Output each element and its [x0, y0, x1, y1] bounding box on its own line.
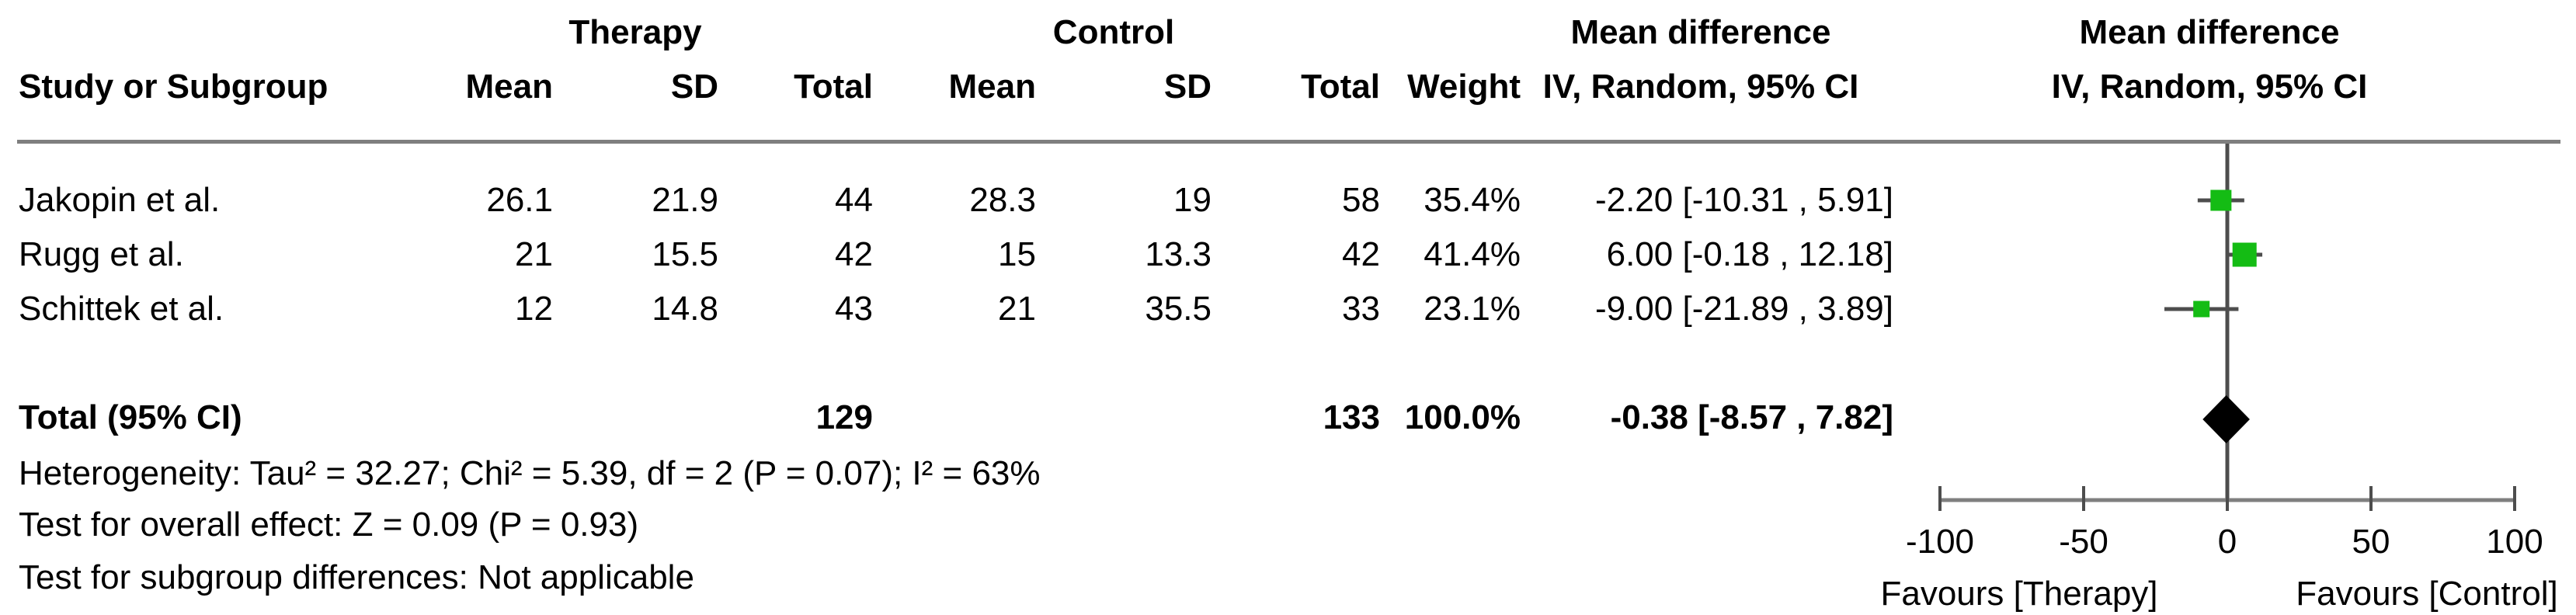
weight-value: 23.1%: [1424, 290, 1521, 328]
study-point-square: [2210, 189, 2232, 211]
axis-tick-label: -50: [2059, 523, 2108, 561]
col-header-control-sd: SD: [1163, 68, 1212, 106]
ci-value: -9.00 [-21.89 , 3.89]: [1594, 290, 1893, 328]
ci-value: -2.20 [-10.31 , 5.91]: [1594, 181, 1893, 219]
overall-effect-note: Test for overall effect: Z = 0.09 (P = 0…: [19, 506, 639, 544]
therapy-total: 42: [835, 235, 873, 273]
total-therapy-total: 129: [815, 398, 873, 436]
pooled-diamond: [2202, 395, 2250, 443]
col-header-therapy-total: Total: [794, 68, 873, 106]
col-header-study: Study or Subgroup: [19, 68, 329, 106]
therapy-total: 43: [835, 290, 873, 328]
control-total: 58: [1342, 181, 1380, 219]
total-weight: 100.0%: [1404, 398, 1521, 436]
weight-value: 35.4%: [1424, 181, 1521, 219]
total-control-total: 133: [1323, 398, 1380, 436]
total-label: Total (95% CI): [19, 398, 242, 436]
col-header-control-total: Total: [1301, 68, 1380, 106]
group-header-therapy: Therapy: [568, 13, 702, 51]
col-header-therapy-mean: Mean: [465, 68, 553, 106]
axis-tick-label: 0: [2218, 523, 2237, 561]
control-sd: 13.3: [1145, 235, 1212, 273]
therapy-sd: 14.8: [652, 290, 718, 328]
col-header-control-mean: Mean: [948, 68, 1036, 106]
control-total: 33: [1342, 290, 1380, 328]
favours-left-label: Favours [Therapy]: [1880, 575, 2157, 613]
ci-value: 6.00 [-0.18 , 12.18]: [1606, 235, 1893, 273]
col-header-weight: Weight: [1407, 68, 1521, 106]
axis-tick-label: 100: [2486, 523, 2543, 561]
control-mean: 28.3: [969, 181, 1036, 219]
study-name: Jakopin et al.: [19, 181, 221, 219]
therapy-mean: 21: [515, 235, 553, 273]
study-name: Schittek et al.: [19, 290, 224, 328]
weight-value: 41.4%: [1424, 235, 1521, 273]
therapy-total: 44: [835, 181, 873, 219]
col-header-ci-plot: IV, Random, 95% CI: [2051, 68, 2368, 106]
group-header-mean-difference: Mean difference: [1570, 13, 1831, 51]
control-total: 42: [1342, 235, 1380, 273]
axis-tick-label: 50: [2352, 523, 2390, 561]
study-point-square: [2232, 242, 2257, 267]
control-mean: 21: [998, 290, 1036, 328]
study-point-square: [2193, 301, 2210, 318]
therapy-mean: 12: [515, 290, 553, 328]
col-header-ci: IV, Random, 95% CI: [1542, 68, 1859, 106]
study-name: Rugg et al.: [19, 235, 184, 273]
heterogeneity-note: Heterogeneity: Tau² = 32.27; Chi² = 5.39…: [19, 454, 1041, 492]
therapy-sd: 15.5: [652, 235, 718, 273]
col-header-therapy-sd: SD: [670, 68, 718, 106]
total-ci: -0.38 [-8.57 , 7.82]: [1610, 398, 1893, 436]
control-sd: 35.5: [1145, 290, 1212, 328]
therapy-sd: 21.9: [652, 181, 718, 219]
group-header-control: Control: [1052, 13, 1175, 51]
control-sd: 19: [1173, 181, 1212, 219]
subgroup-differences-note: Test for subgroup differences: Not appli…: [19, 558, 694, 596]
control-mean: 15: [998, 235, 1036, 273]
header-separator-line: [17, 140, 2560, 144]
group-header-mean-difference-plot: Mean difference: [2079, 13, 2340, 51]
therapy-mean: 26.1: [486, 181, 553, 219]
axis-tick-label: -100: [1906, 523, 1974, 561]
favours-right-label: Favours [Control]: [2296, 575, 2557, 613]
